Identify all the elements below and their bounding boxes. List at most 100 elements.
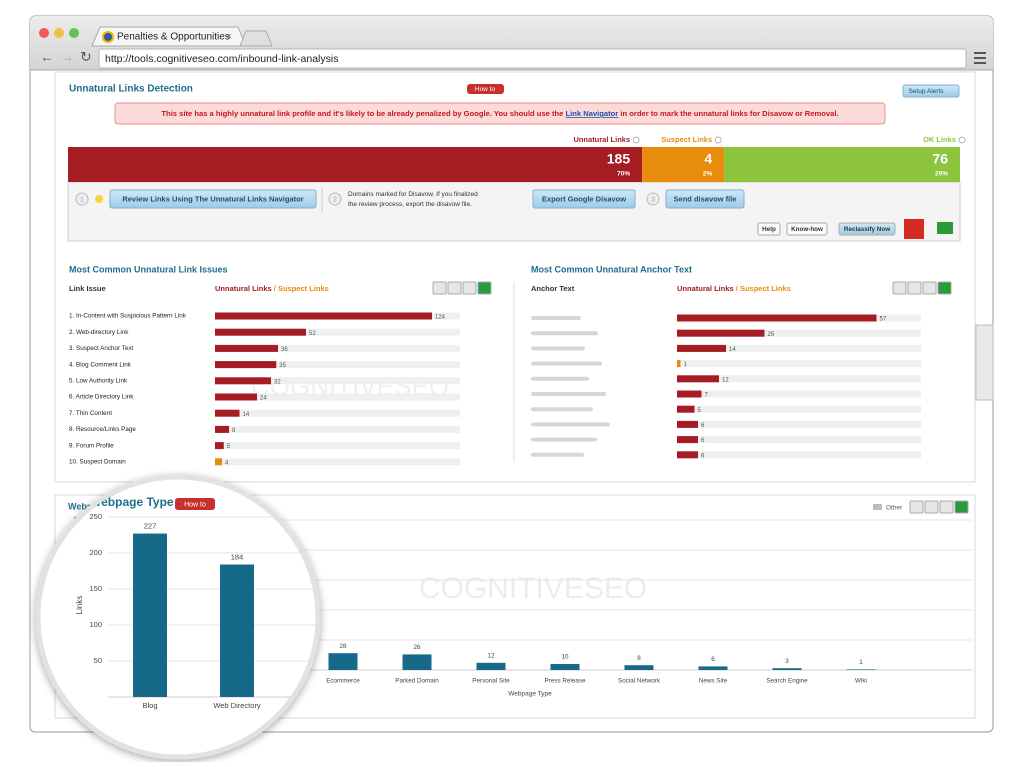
step-number: 1 — [80, 196, 84, 203]
review[interactable]: Review Links Using The Unnatural Links N… — [122, 194, 303, 203]
tool-button[interactable] — [838, 222, 896, 236]
value-label: 36 — [281, 347, 288, 353]
export-button[interactable] — [532, 189, 636, 209]
value-label: 24 — [260, 396, 267, 402]
tool-button[interactable] — [757, 222, 781, 236]
export-icon[interactable] — [907, 281, 922, 295]
panel-title: Unnatural Links Detection — [69, 84, 193, 95]
magnifier: Webpage Type How to Links 50 100 150 200 250… — [35, 474, 1022, 760]
export[interactable]: Export Google Disavow — [542, 194, 626, 203]
issue-label: 5. Low Authority Link — [69, 377, 128, 384]
setup-alerts[interactable]: Setup Alerts — [908, 88, 944, 95]
tool-label[interactable]: Reclassify Now — [844, 226, 890, 233]
export-icon[interactable] — [892, 281, 907, 295]
address-bar[interactable] — [98, 48, 967, 69]
value-label: 10 — [561, 654, 569, 661]
segment-share: 29% — [935, 171, 948, 178]
minimize-button[interactable] — [54, 28, 64, 38]
disavow-note-text: the review process, export the disavow f… — [348, 201, 472, 208]
back-button[interactable]: ← — [40, 49, 54, 65]
bar — [677, 436, 698, 444]
bar — [677, 329, 765, 337]
export-icon[interactable] — [447, 281, 462, 295]
bar-track — [677, 436, 921, 444]
value-label: 5 — [227, 444, 231, 450]
close-button[interactable] — [39, 28, 49, 38]
legend-entry[interactable]: Other — [886, 505, 903, 512]
value-label: 12 — [722, 377, 729, 383]
tool-button[interactable] — [786, 222, 828, 236]
issue-label: 3. Suspect Anchor Text — [69, 345, 134, 352]
status-dot — [95, 195, 103, 203]
magnifier-lens — [35, 474, 321, 760]
step-circle — [646, 192, 660, 206]
bar — [550, 664, 580, 670]
blurred-anchor — [531, 346, 585, 351]
step-circle — [75, 192, 89, 206]
export-icon[interactable] — [922, 281, 937, 295]
bar-track — [215, 328, 460, 336]
export-icon[interactable] — [939, 500, 954, 514]
x-tick-label: Personal Site — [472, 678, 510, 685]
watermark: COGNITIVESEO — [419, 572, 647, 605]
export-icon[interactable] — [477, 281, 492, 295]
anchors-column: Anchor Text — [531, 284, 575, 293]
bar-track — [677, 390, 921, 398]
x-axis-label: Webpage Type — [508, 691, 552, 698]
value-label: 1 — [859, 659, 863, 666]
send[interactable]: Send disavow file — [674, 194, 737, 203]
alert-link[interactable]: Link Navigator — [566, 109, 619, 118]
review-button[interactable] — [109, 189, 317, 209]
tab[interactable] — [91, 26, 247, 47]
blurred-anchor — [531, 452, 584, 457]
value-label: 1 — [1018, 684, 1022, 693]
new-tab[interactable] — [239, 30, 273, 47]
export-icon[interactable] — [432, 281, 447, 295]
csv-icon[interactable] — [937, 222, 953, 234]
how-to-badge[interactable] — [467, 84, 504, 94]
bar — [677, 420, 698, 428]
y-tick-label: 50 — [94, 656, 102, 665]
export-icon[interactable] — [924, 500, 939, 514]
zoom-button[interactable] — [69, 28, 79, 38]
how-to[interactable]: How to — [475, 86, 496, 93]
summary-segment — [68, 147, 643, 182]
y-tick-label: 100 — [89, 620, 102, 629]
tab-close[interactable]: × — [226, 32, 232, 43]
forward-button[interactable]: → — [60, 49, 74, 65]
export-icon[interactable] — [954, 500, 969, 514]
help-icon — [632, 136, 640, 144]
side-toolbar[interactable] — [975, 324, 994, 401]
issue-label: 6. Article Directory Link — [69, 394, 134, 401]
send-button[interactable] — [665, 189, 745, 209]
summary-segment — [642, 147, 725, 182]
pdf-icon[interactable] — [904, 219, 924, 239]
setup-alerts-button[interactable] — [902, 84, 960, 98]
export-icon[interactable] — [909, 500, 924, 514]
reload-button[interactable]: ↻ — [80, 49, 92, 65]
disavow-note: Domains marked for Disavow. If you final… — [348, 191, 478, 208]
bar — [215, 425, 229, 433]
export-icon[interactable] — [937, 281, 952, 295]
value-label: 14 — [243, 412, 250, 418]
anchors-legend: Unnatural Links / Suspect Links — [677, 284, 791, 293]
how-to[interactable]: How to — [184, 501, 206, 508]
bar — [215, 458, 222, 466]
value-label: 25 — [768, 332, 775, 338]
url: http://tools.cognitiveseo.com/inbound-li… — [105, 53, 338, 65]
value-label: 1 — [684, 362, 688, 368]
y-tick-label: 200 — [89, 548, 102, 557]
value-label: 124 — [435, 315, 446, 321]
issues-column: Link Issue — [69, 284, 106, 293]
export-icon[interactable] — [462, 281, 477, 295]
x-tick-label: Parked Domain — [395, 678, 439, 685]
value-label: 8 — [232, 428, 236, 434]
tool-label[interactable]: Help — [762, 226, 776, 233]
menu-button[interactable] — [974, 52, 986, 64]
how-to-badge[interactable] — [175, 498, 215, 510]
x-tick-label: Wiki — [855, 678, 867, 685]
step-number: 2 — [333, 196, 337, 203]
bar — [215, 312, 432, 320]
bar-track — [215, 344, 460, 352]
tool-label[interactable]: Know-how — [791, 226, 823, 233]
